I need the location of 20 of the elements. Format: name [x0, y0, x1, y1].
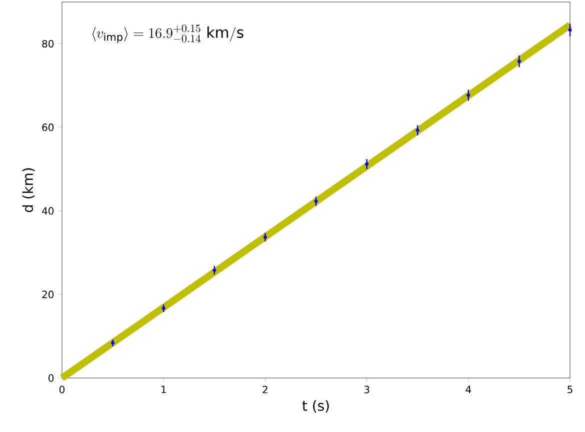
y-tick-label: 40 [42, 207, 54, 215]
y-axis-title: d (km) [22, 168, 35, 212]
y-tick-label: 60 [42, 124, 54, 132]
y-tick-label: 0 [48, 374, 54, 382]
x-axis-title: t (s) [302, 400, 329, 413]
x-tick-label: 1 [162, 386, 166, 394]
point [416, 128, 420, 132]
y-tick-label: 20 [42, 290, 54, 298]
x-tick-label: 4 [466, 386, 472, 394]
x-tick-label: 3 [364, 386, 370, 394]
point [466, 93, 470, 97]
point [568, 28, 572, 32]
y-tick-label: 80 [42, 40, 54, 48]
point [365, 162, 369, 166]
point [517, 60, 522, 64]
point [314, 199, 318, 204]
annotation: $\langle v_{\mathrm{imp}}\rangle = 16.9^{+0.15}_{-0.14}\ \mathrm{km/s}$ [92, 24, 244, 43]
x-tick-label: 5 [568, 386, 572, 394]
x-tick-label: 2 [262, 386, 268, 394]
x-tick-label: 0 [59, 386, 65, 394]
